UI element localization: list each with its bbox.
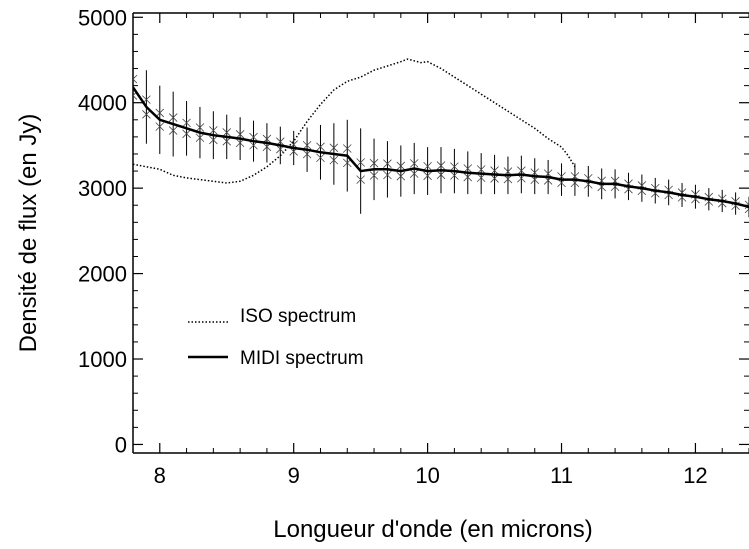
legend-label-midi: MIDI spectrum [240,348,364,369]
x-tick-label: 8 [154,463,166,488]
midi-marker [302,140,312,150]
midi-marker [316,142,325,152]
midi-marker [423,161,432,171]
x-tick-label: 9 [288,463,300,488]
midi-marker [436,170,446,180]
y-tick-label: 2000 [78,262,127,287]
y-tick-label: 3000 [78,176,127,201]
midi-marker [744,200,749,210]
midi-marker [450,171,459,180]
y-tick-labels: 0 1000 2000 3000 4000 5000 [78,5,127,457]
midi-spectrum-line [133,86,749,209]
midi-marker [356,158,365,167]
midi-marker [409,159,419,168]
x-axis-title: Longueur d'onde (en microns) [273,516,592,543]
midi-marker [329,155,339,165]
midi-marker [329,143,339,153]
x-tick-labels: 8 9 10 11 12 [154,463,708,488]
midi-marker [503,174,513,184]
midi-marker [168,113,178,122]
midi-marker [209,135,218,145]
legend: ISO spectrum MIDI spectrum [188,306,364,369]
y-axis-title: Densité de flux (en Jy) [15,114,42,353]
midi-marker [436,161,446,170]
y-tick-label: 0 [115,432,127,457]
midi-marker [195,123,205,132]
midi-marker [182,129,191,139]
midi-marker [476,173,486,183]
x-tick-label: 10 [415,463,439,488]
midi-marker [396,161,406,171]
midi-marker [222,128,232,137]
midi-marker [342,144,352,153]
midi-marker [182,118,191,128]
midi-marker [517,166,526,175]
midi-marker [476,165,486,174]
midi-marker [409,169,419,178]
legend-label-iso: ISO spectrum [240,306,356,327]
midi-marker [356,175,365,184]
x-tick-label: 12 [683,463,707,488]
midi-marker [168,126,178,135]
midi-marker [463,172,473,182]
midi-marker [463,164,473,173]
midi-marker [423,171,432,181]
midi-marker [383,159,392,168]
midi-marker [369,158,379,168]
midi-marker [235,130,245,139]
iso-spectrum-line [133,58,576,184]
y-tick-label: 4000 [78,91,127,116]
midi-marker [450,162,459,171]
midi-marker [316,153,325,163]
midi-marker [209,126,218,135]
midi-marker [369,171,379,180]
axis-ticks [132,13,749,453]
midi-marker [133,74,138,84]
x-tick-label: 11 [550,463,573,488]
midi-marker [142,110,151,119]
midi-marker [383,170,392,180]
y-tick-label: 5000 [78,5,127,30]
midi-marker [222,137,232,146]
y-tick-label: 1000 [78,347,127,372]
midi-marker [195,133,205,143]
plot-area [133,46,749,218]
midi-marker [155,122,165,131]
midi-marker [396,171,406,181]
